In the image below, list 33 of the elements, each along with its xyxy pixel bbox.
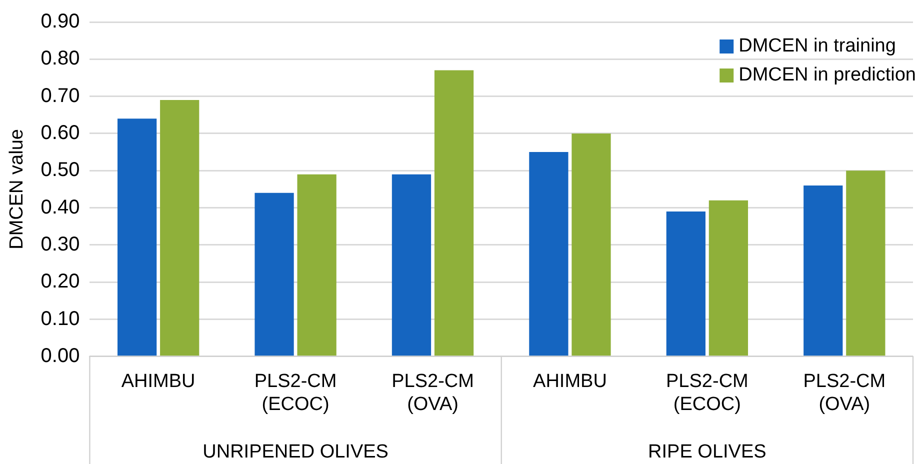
y-axis-title: DMCEN value: [6, 129, 28, 250]
bar: [297, 174, 336, 356]
y-tick-label: 0.50: [40, 159, 80, 182]
y-tick-label: 0.30: [40, 233, 80, 256]
y-tick-label: 0.20: [40, 270, 80, 293]
bar: [434, 70, 474, 356]
bar: [708, 200, 748, 356]
text: RIPE OLIVES: [648, 442, 766, 463]
x-tick-label: PLS2-CM (OVA): [803, 371, 886, 415]
y-tick-label: 0.80: [40, 48, 80, 70]
bar: [160, 100, 200, 356]
x-tick-label: PLS2-CM (ECOC): [666, 371, 748, 415]
bar: [529, 152, 568, 356]
x-tick-label: PLS2-CM (OVA): [392, 371, 474, 415]
y-tick-label: 0.70: [40, 84, 80, 107]
bar: [846, 170, 886, 356]
bar: [118, 118, 157, 356]
legend-label: DMCEN in prediction: [738, 64, 916, 86]
bar: [572, 133, 611, 356]
y-tick-label: 0.60: [40, 122, 80, 144]
y-tick-label: 0.10: [40, 308, 80, 330]
y-tick-label: 0.90: [40, 10, 80, 33]
y-tick-label: 0.00: [40, 344, 80, 367]
bar: [254, 192, 294, 356]
legend-label: DMCEN in training: [738, 36, 896, 57]
bar: [804, 185, 843, 356]
x-tick-label: AHIMBU: [533, 371, 607, 392]
x-tick-label: AHIMBU: [121, 371, 196, 392]
x-tick-label: PLS2-CM (ECOC): [254, 371, 337, 415]
bar: [392, 174, 432, 356]
text: UNRIPENED OLIVES: [202, 442, 388, 463]
y-tick-label: 0.40: [40, 196, 80, 218]
bar: [666, 211, 706, 356]
